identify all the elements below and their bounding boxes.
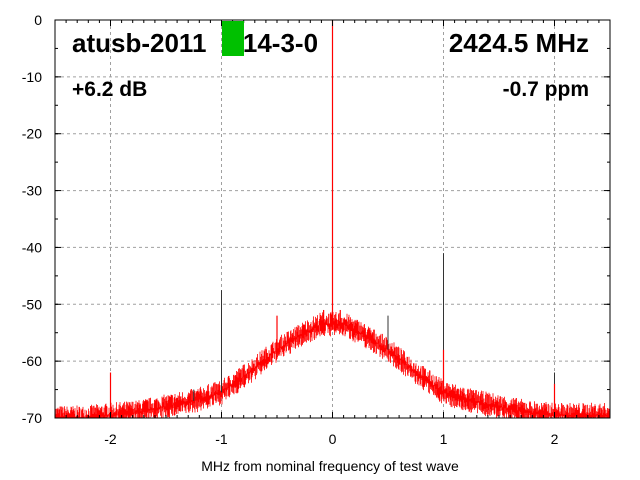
y-tick-label: -50 bbox=[22, 296, 42, 312]
x-tick-label: -1 bbox=[215, 431, 228, 447]
y-tick-label: -70 bbox=[22, 410, 42, 426]
ppm-label: -0.7 ppm bbox=[503, 78, 589, 101]
y-tick-label: -20 bbox=[22, 126, 42, 142]
y-tick-label: -10 bbox=[22, 69, 42, 85]
green-marker bbox=[222, 21, 244, 56]
x-tick-label: 1 bbox=[440, 431, 448, 447]
x-tick-label: -2 bbox=[104, 431, 117, 447]
spectrum-trace bbox=[55, 311, 611, 418]
y-tick-label: -60 bbox=[22, 353, 42, 369]
chart-title: atusb-2011 214-3-0 bbox=[72, 28, 318, 58]
gain-label: +6.2 dB bbox=[72, 78, 147, 101]
tick-labels: -2 -1 0 1 20-10-20-30-40-50-60-70 bbox=[22, 12, 559, 447]
x-tick-label: 2 bbox=[551, 431, 559, 447]
frequency-label: 2424.5 MHz bbox=[449, 28, 589, 58]
y-tick-label: -40 bbox=[22, 239, 42, 255]
y-tick-label: -30 bbox=[22, 183, 42, 199]
x-tick-label: 0 bbox=[329, 431, 337, 447]
y-tick-label: 0 bbox=[34, 12, 42, 28]
x-axis-label: MHz from nominal frequency of test wave bbox=[201, 458, 459, 474]
